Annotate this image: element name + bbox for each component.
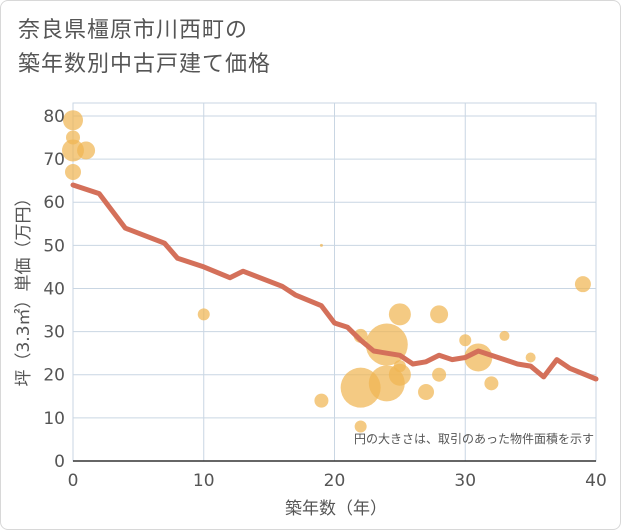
- y-tick-label: 80: [43, 107, 65, 127]
- data-point: [432, 367, 447, 382]
- x-tick-label: 30: [454, 471, 476, 491]
- y-tick-label: 10: [43, 409, 65, 429]
- chart-title-line-1: 奈良県橿原市川西町の: [18, 18, 249, 43]
- y-tick-label: 0: [54, 452, 65, 472]
- data-point: [354, 420, 367, 433]
- x-axis-label: 築年数（年）: [285, 499, 387, 519]
- data-point: [314, 393, 329, 408]
- bubble-series: [62, 110, 591, 433]
- data-point: [418, 383, 435, 400]
- data-point: [525, 352, 536, 363]
- chart-title: 奈良県橿原市川西町の 築年数別中古戸建て価格: [18, 14, 271, 82]
- chart-title-line-2: 築年数別中古戸建て価格: [18, 52, 272, 77]
- data-point: [459, 334, 472, 347]
- y-tick-label: 20: [43, 366, 65, 386]
- data-point: [388, 363, 411, 386]
- tick-labels: 0 10 20 30 40 50 60 70 80 0 10 20 30 40: [43, 107, 606, 491]
- y-tick-label: 40: [43, 279, 65, 299]
- x-tick-label: 10: [193, 471, 215, 491]
- y-tick-label: 70: [43, 150, 65, 170]
- data-point: [574, 276, 591, 293]
- y-tick-label: 60: [43, 193, 65, 213]
- x-tick-label: 40: [585, 471, 607, 491]
- grid-lines: [72, 102, 597, 462]
- data-point: [319, 243, 323, 247]
- trend-line: [70, 182, 599, 382]
- data-point: [499, 330, 510, 341]
- size-annotation: 円の大きさは、取引のあった物件面積を示す: [354, 431, 594, 446]
- data-point: [197, 308, 210, 321]
- data-point: [484, 376, 499, 391]
- trend-series: [70, 182, 599, 382]
- y-axis-label: 坪（3.3㎡）単価（万円）: [14, 189, 34, 386]
- x-tick-label: 20: [324, 471, 346, 491]
- data-point: [393, 360, 406, 373]
- data-point: [388, 303, 411, 326]
- x-tick-label: 0: [68, 471, 79, 491]
- data-point: [62, 139, 84, 162]
- data-point: [464, 343, 493, 372]
- y-tick-label: 50: [43, 236, 65, 256]
- data-point: [65, 164, 81, 181]
- y-tick-label: 30: [43, 323, 65, 343]
- data-point: [430, 305, 449, 324]
- data-point: [77, 141, 96, 160]
- data-point: [63, 110, 83, 131]
